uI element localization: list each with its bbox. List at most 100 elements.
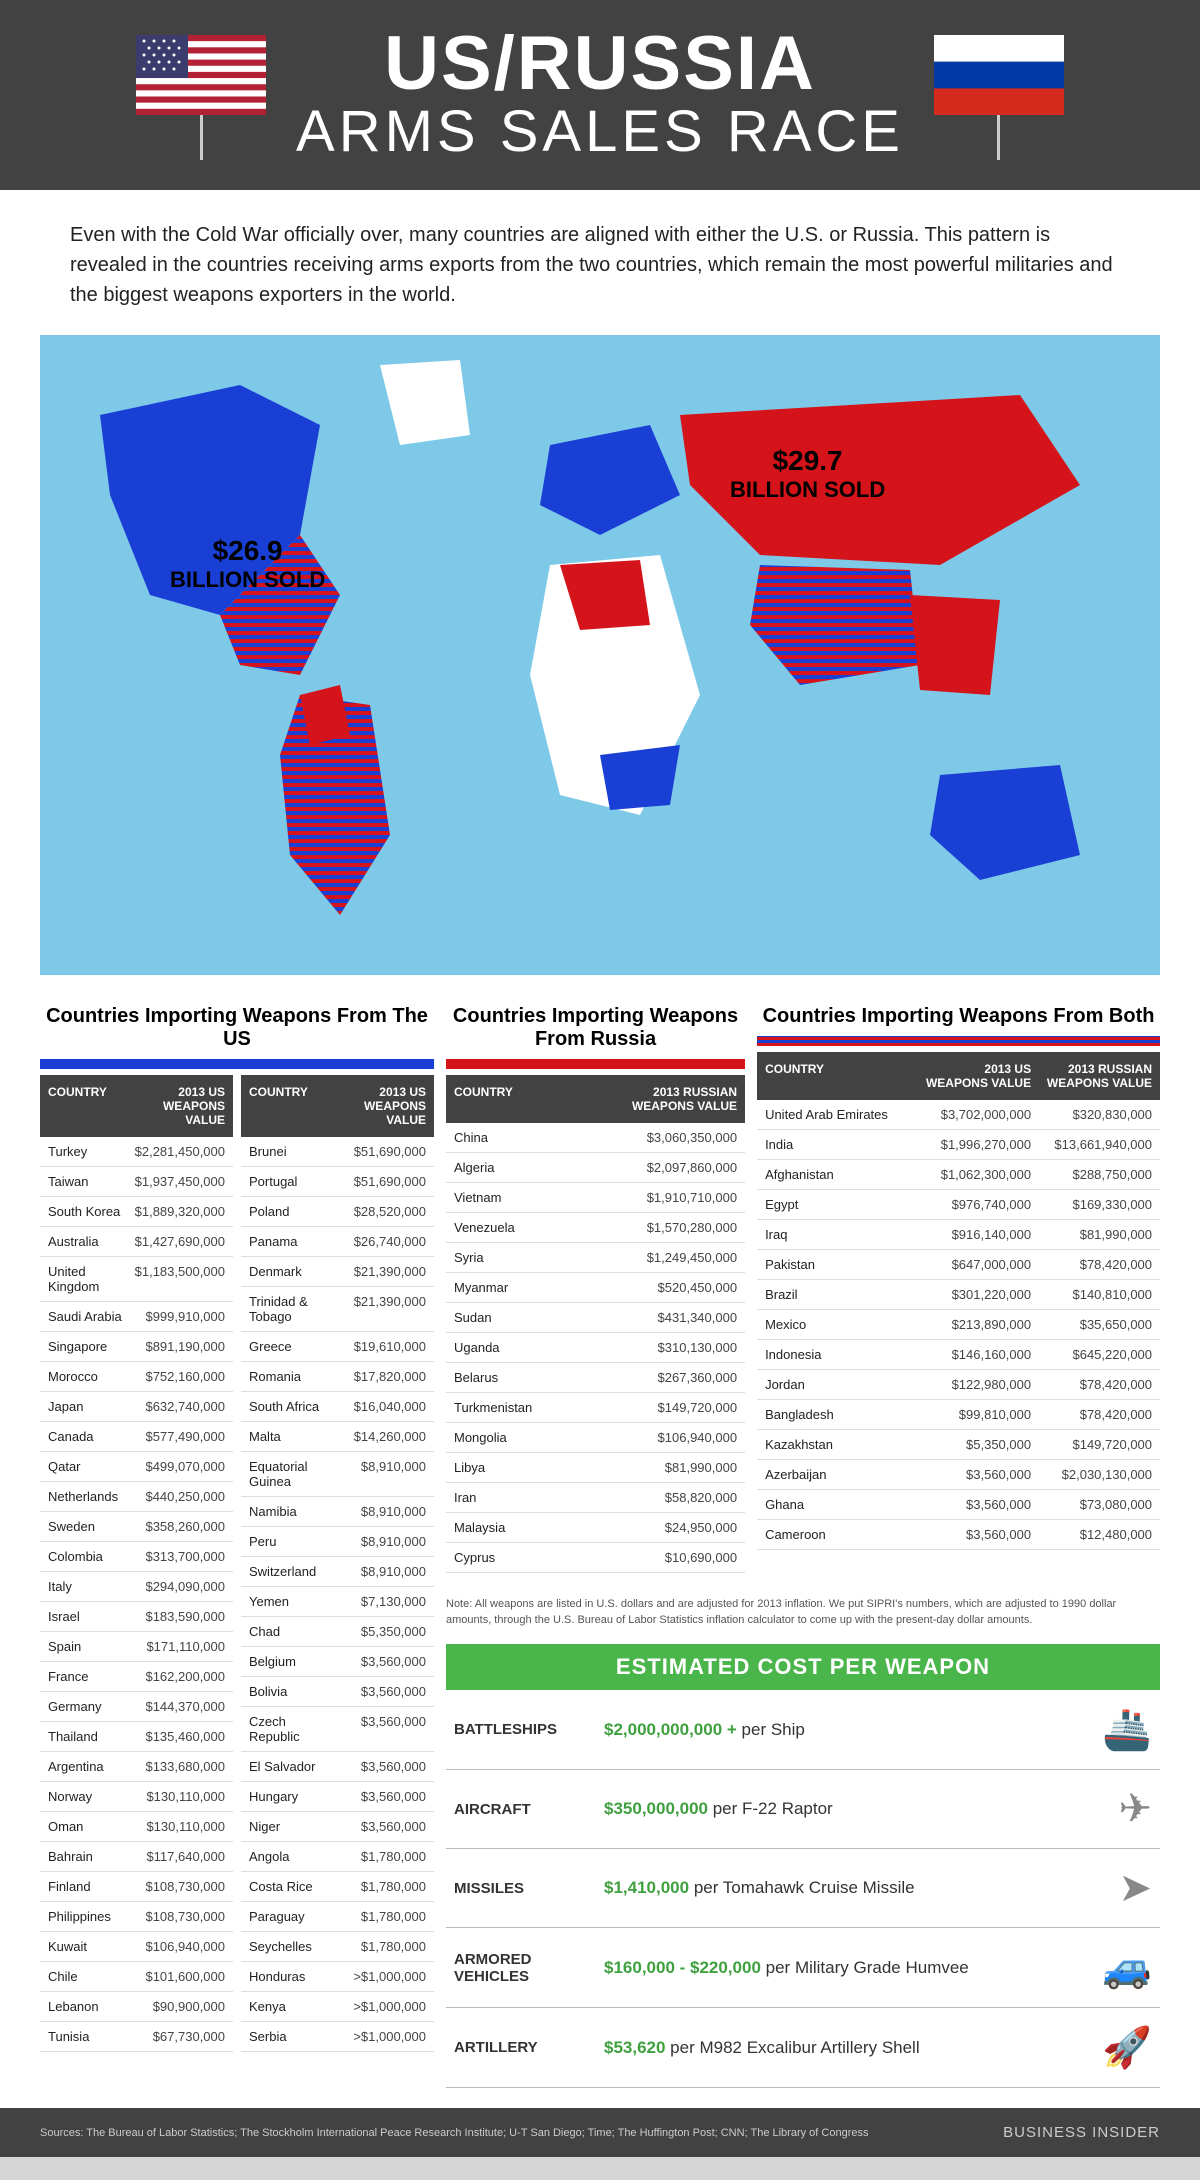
table-row: Cameroon $3,560,000 $12,480,000 — [757, 1520, 1160, 1550]
table-row: Honduras>$1,000,000 — [241, 1962, 434, 1992]
table-row: Bolivia$3,560,000 — [241, 1677, 434, 1707]
table-row: Sudan$431,340,000 — [446, 1303, 745, 1333]
weapon-icon: ➤ — [1052, 1865, 1152, 1911]
table-row: Poland$28,520,000 — [241, 1197, 434, 1227]
cost-row: MISSILES $1,410,000 per Tomahawk Cruise … — [446, 1849, 1160, 1928]
table-row: Lebanon$90,900,000 — [40, 1992, 233, 2022]
both-table: Countries Importing Weapons From Both CO… — [757, 1005, 1160, 1573]
header-bar: US/RUSSIA ARMS SALES RACE — [0, 0, 1200, 190]
table-row: Belarus$267,360,000 — [446, 1363, 745, 1393]
table-row: Kenya>$1,000,000 — [241, 1992, 434, 2022]
table-row: Romania$17,820,000 — [241, 1362, 434, 1392]
weapon-icon: 🚙 — [1052, 1944, 1152, 1991]
table-row: Syria$1,249,450,000 — [446, 1243, 745, 1273]
weapon-icon: 🚢 — [1052, 1706, 1152, 1753]
table-row: Afghanistan $1,062,300,000 $288,750,000 — [757, 1160, 1160, 1190]
weapon-icon: 🚀 — [1052, 2024, 1152, 2071]
table-row: Singapore$891,190,000 — [40, 1332, 233, 1362]
table-row: Paraguay$1,780,000 — [241, 1902, 434, 1932]
table-row: Sweden$358,260,000 — [40, 1512, 233, 1542]
table-row: Chad$5,350,000 — [241, 1617, 434, 1647]
table-row: Switzerland$8,910,000 — [241, 1557, 434, 1587]
table-row: Italy$294,090,000 — [40, 1572, 233, 1602]
table-row: Saudi Arabia$999,910,000 — [40, 1302, 233, 1332]
ru-table-title: Countries Importing Weapons From Russia — [446, 1005, 745, 1059]
table-header: COUNTRY 2013 RUSSIAN WEAPONS VALUE — [446, 1075, 745, 1123]
table-row: Iraq $916,140,000 $81,990,000 — [757, 1220, 1160, 1250]
table-row: Namibia$8,910,000 — [241, 1497, 434, 1527]
cost-row: BATTLESHIPS $2,000,000,000 + per Ship 🚢 — [446, 1690, 1160, 1770]
table-row: Turkey$2,281,450,000 — [40, 1137, 233, 1167]
table-row: Colombia$313,700,000 — [40, 1542, 233, 1572]
us-flag-icon — [136, 35, 266, 115]
table-row: Malta$14,260,000 — [241, 1422, 434, 1452]
table-row: South Korea$1,889,320,000 — [40, 1197, 233, 1227]
table-row: South Africa$16,040,000 — [241, 1392, 434, 1422]
table-row: Ghana $3,560,000 $73,080,000 — [757, 1490, 1160, 1520]
table-row: Uganda$310,130,000 — [446, 1333, 745, 1363]
cost-section: ESTIMATED COST PER WEAPON BATTLESHIPS $2… — [446, 1644, 1160, 2088]
table-row: El Salvador$3,560,000 — [241, 1752, 434, 1782]
note-text: Note: All weapons are listed in U.S. dol… — [446, 1589, 1160, 1628]
both-table-title: Countries Importing Weapons From Both — [757, 1005, 1160, 1036]
table-row: Libya$81,990,000 — [446, 1453, 745, 1483]
table-row: Tunisia$67,730,000 — [40, 2022, 233, 2052]
table-row: India $1,996,270,000 $13,661,940,000 — [757, 1130, 1160, 1160]
table-row: Niger$3,560,000 — [241, 1812, 434, 1842]
table-row: Israel$183,590,000 — [40, 1602, 233, 1632]
table-row: Philippines$108,730,000 — [40, 1902, 233, 1932]
map-section: $26.9 BILLION SOLD $29.7 BILLION SOLD — [0, 335, 1200, 1005]
table-row: Brunei$51,690,000 — [241, 1137, 434, 1167]
table-row: Kazakhstan $5,350,000 $149,720,000 — [757, 1430, 1160, 1460]
table-header: COUNTRY 2013 US WEAPONS VALUE 2013 RUSSI… — [757, 1052, 1160, 1100]
table-row: Mexico $213,890,000 $35,650,000 — [757, 1310, 1160, 1340]
table-row: China$3,060,350,000 — [446, 1123, 745, 1153]
us-table: Countries Importing Weapons From The US … — [40, 1005, 434, 2088]
table-row: United Arab Emirates $3,702,000,000 $320… — [757, 1100, 1160, 1130]
table-row: Myanmar$520,450,000 — [446, 1273, 745, 1303]
table-row: Norway$130,110,000 — [40, 1782, 233, 1812]
table-row: Egypt $976,740,000 $169,330,000 — [757, 1190, 1160, 1220]
footer: Sources: The Bureau of Labor Statistics;… — [0, 2108, 1200, 2157]
table-row: Netherlands$440,250,000 — [40, 1482, 233, 1512]
us-table-title: Countries Importing Weapons From The US — [40, 1005, 434, 1059]
table-row: Vietnam$1,910,710,000 — [446, 1183, 745, 1213]
table-row: Azerbaijan $3,560,000 $2,030,130,000 — [757, 1460, 1160, 1490]
both-bar — [757, 1036, 1160, 1046]
world-map: $26.9 BILLION SOLD $29.7 BILLION SOLD — [40, 335, 1160, 975]
table-row: Algeria$2,097,860,000 — [446, 1153, 745, 1183]
table-row: Greece$19,610,000 — [241, 1332, 434, 1362]
table-row: Bahrain$117,640,000 — [40, 1842, 233, 1872]
footer-sources: Sources: The Bureau of Labor Statistics;… — [40, 2127, 868, 2139]
cost-row: AIRCRAFT $350,000,000 per F-22 Raptor ✈ — [446, 1770, 1160, 1849]
table-row: Venezuela$1,570,280,000 — [446, 1213, 745, 1243]
table-row: Trinidad & Tobago$21,390,000 — [241, 1287, 434, 1332]
table-row: Pakistan $647,000,000 $78,420,000 — [757, 1250, 1160, 1280]
table-row: Oman$130,110,000 — [40, 1812, 233, 1842]
table-row: Argentina$133,680,000 — [40, 1752, 233, 1782]
ru-bar — [446, 1059, 745, 1069]
table-header: COUNTRY 2013 US WEAPONS VALUE — [40, 1075, 233, 1137]
ru-table: Countries Importing Weapons From Russia … — [446, 1005, 745, 1573]
map-us-label: $26.9 BILLION SOLD — [170, 535, 325, 593]
ru-flag-block — [934, 35, 1064, 160]
table-row: Malaysia$24,950,000 — [446, 1513, 745, 1543]
table-row: Czech Republic$3,560,000 — [241, 1707, 434, 1752]
us-flag-block — [136, 35, 266, 160]
map-svg — [40, 335, 1160, 975]
table-row: Jordan $122,980,000 $78,420,000 — [757, 1370, 1160, 1400]
ru-flag-icon — [934, 35, 1064, 115]
table-row: Finland$108,730,000 — [40, 1872, 233, 1902]
table-row: Kuwait$106,940,000 — [40, 1932, 233, 1962]
table-row: Mongolia$106,940,000 — [446, 1423, 745, 1453]
table-row: Qatar$499,070,000 — [40, 1452, 233, 1482]
title-block: US/RUSSIA ARMS SALES RACE — [296, 30, 904, 165]
table-row: Spain$171,110,000 — [40, 1632, 233, 1662]
map-ru-label: $29.7 BILLION SOLD — [730, 445, 885, 503]
intro-text: Even with the Cold War officially over, … — [0, 190, 1200, 335]
title-sub: ARMS SALES RACE — [296, 98, 904, 165]
table-row: Australia$1,427,690,000 — [40, 1227, 233, 1257]
table-row: Peru$8,910,000 — [241, 1527, 434, 1557]
table-row: Iran$58,820,000 — [446, 1483, 745, 1513]
table-row: Denmark$21,390,000 — [241, 1257, 434, 1287]
